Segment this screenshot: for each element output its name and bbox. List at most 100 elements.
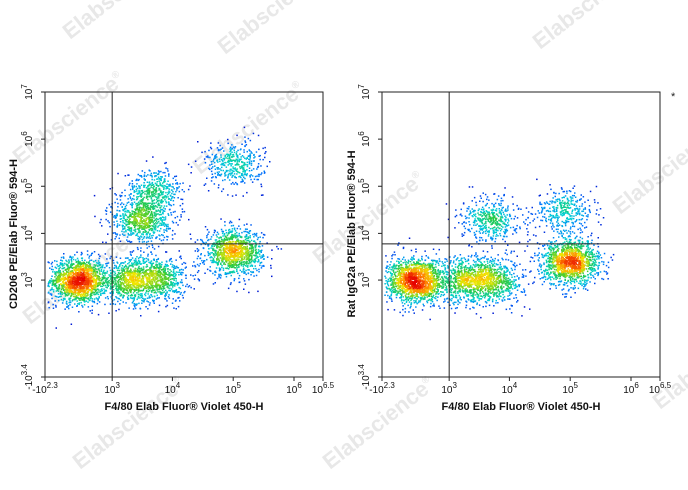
- event-dot: [113, 216, 115, 218]
- event-dot: [93, 264, 95, 266]
- event-dot: [163, 210, 166, 212]
- event-dot: [143, 299, 146, 301]
- event-dot: [67, 306, 69, 308]
- event-dot: [146, 269, 148, 271]
- event-dot: [238, 164, 240, 166]
- watermark-text: Elabscience®: [528, 0, 650, 54]
- event-dot: [114, 272, 117, 275]
- event-dot: [170, 263, 172, 265]
- event-dot: [232, 174, 234, 177]
- event-dot: [249, 176, 251, 178]
- event-dot: [72, 292, 74, 295]
- event-dot: [260, 251, 262, 253]
- event-dot: [131, 251, 133, 253]
- event-dot: [68, 301, 70, 304]
- event-dot: [145, 221, 147, 224]
- event-dot: [229, 258, 232, 261]
- event-dot: [135, 304, 138, 306]
- event-dot: [64, 292, 66, 294]
- event-dot: [133, 214, 135, 217]
- event-dot: [127, 273, 130, 276]
- event-dot: [220, 218, 222, 220]
- event-dot: [161, 234, 163, 236]
- event-dot: [229, 148, 231, 150]
- event-dot: [177, 224, 179, 226]
- event-dot: [128, 281, 130, 283]
- event-dot: [224, 273, 226, 275]
- event-dot: [64, 295, 67, 297]
- event-dot: [232, 146, 235, 148]
- event-dot: [233, 244, 235, 246]
- event-dot: [150, 186, 152, 189]
- event-dot: [71, 272, 73, 274]
- event-dot: [135, 261, 138, 263]
- event-dot: [179, 273, 182, 276]
- event-dot: [144, 293, 146, 296]
- event-dot: [167, 282, 169, 284]
- event-dot: [147, 210, 149, 213]
- event-dot: [117, 287, 120, 289]
- event-dot: [146, 181, 149, 183]
- event-dot: [230, 254, 233, 257]
- event-dot: [159, 194, 161, 197]
- event-dot: [257, 166, 259, 168]
- event-dot: [133, 226, 136, 229]
- event-dot: [133, 261, 136, 264]
- event-dot: [155, 277, 157, 279]
- event-dot: [251, 255, 253, 257]
- event-dot: [200, 253, 202, 255]
- event-dot: [225, 236, 227, 238]
- event-dot: [235, 194, 237, 196]
- event-dot: [234, 230, 237, 232]
- event-dot: [172, 298, 174, 300]
- event-dot: [244, 246, 247, 248]
- event-dot: [146, 203, 149, 205]
- event-dot: [134, 225, 136, 228]
- event-dot: [175, 278, 177, 280]
- event-dot: [158, 269, 161, 272]
- event-dot: [96, 291, 98, 294]
- event-dot: [137, 235, 139, 238]
- event-dot: [216, 259, 218, 261]
- event-dot: [121, 202, 123, 204]
- event-dot: [145, 283, 147, 285]
- event-dot: [127, 279, 129, 281]
- event-dot: [209, 164, 211, 166]
- event-dot: [129, 278, 132, 281]
- event-dot: [145, 306, 147, 308]
- event-dot: [139, 202, 141, 205]
- event-dot: [152, 208, 154, 210]
- event-dot: [103, 292, 106, 295]
- event-dot: [110, 296, 112, 298]
- event-dot: [117, 172, 119, 175]
- event-dot: [162, 193, 164, 196]
- event-dot: [237, 240, 240, 242]
- event-dot: [137, 212, 139, 214]
- event-dot: [221, 230, 223, 233]
- event-dot: [214, 261, 216, 263]
- event-dot: [239, 236, 242, 238]
- event-dot: [167, 180, 169, 182]
- event-dot: [250, 260, 253, 263]
- event-dot: [183, 190, 185, 193]
- event-dot: [136, 289, 138, 291]
- event-dot: [117, 285, 119, 287]
- event-dot: [138, 229, 140, 232]
- event-dot: [166, 264, 168, 266]
- event-dot: [49, 267, 51, 269]
- event-dot: [88, 285, 91, 287]
- event-dot: [261, 256, 263, 258]
- event-dot: [224, 154, 227, 157]
- event-dot: [221, 164, 224, 166]
- event-dot: [131, 276, 133, 278]
- event-dot: [148, 274, 150, 276]
- event-dot: [48, 291, 50, 294]
- event-dot: [146, 279, 148, 281]
- event-dot: [57, 270, 60, 272]
- event-dot: [148, 261, 150, 264]
- event-dot: [95, 262, 98, 264]
- event-dot: [224, 224, 226, 227]
- event-dot: [141, 212, 143, 214]
- event-dot: [70, 291, 72, 293]
- event-dot: [218, 240, 221, 242]
